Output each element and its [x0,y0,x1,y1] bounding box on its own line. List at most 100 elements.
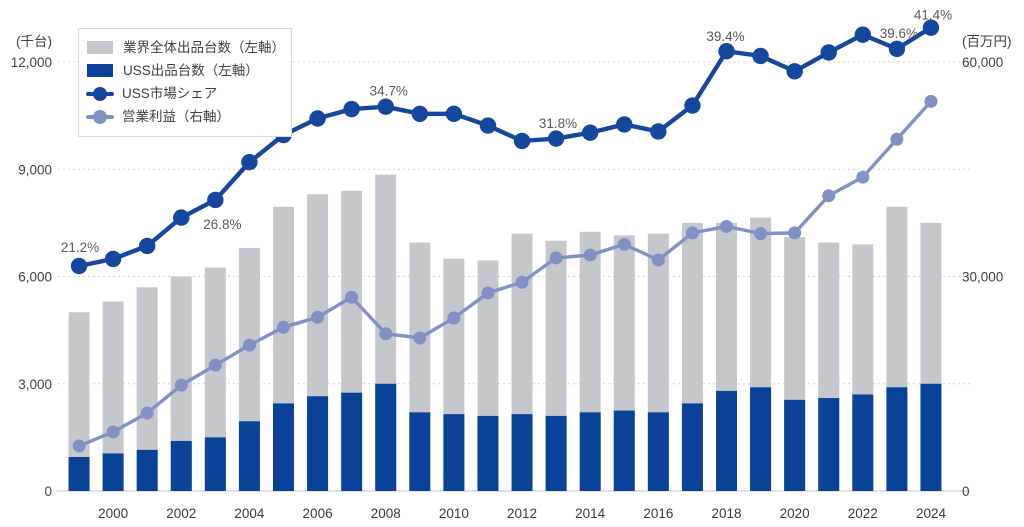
uss-bar [409,412,431,491]
share-marker [650,123,667,140]
x-axis-tick-label: 2016 [643,506,673,521]
share-marker [513,132,531,150]
profit-marker [856,170,870,184]
legend-item-uss-share: USS市場シェア [85,82,281,105]
share-marker [922,19,940,36]
share-marker [70,257,88,275]
profit-marker [447,311,461,325]
x-axis-tick-label: 2024 [916,506,947,521]
profit-marker [651,253,665,267]
profit-marker [685,226,699,240]
legend-label: USS市場シェア [122,85,218,101]
chart-legend: 業界全体出品台数（左軸） USS出品台数（左軸） USS市場シェア 営業利益（右… [78,28,292,137]
share-marker [207,191,224,209]
share-marker [616,116,633,133]
right-axis-tick-label: 60,000 [962,55,1003,70]
x-axis-tick-label: 2006 [303,506,333,521]
profit-marker [277,320,290,334]
x-axis-tick-label: 2014 [575,506,606,521]
uss-bar [170,440,192,491]
uss-bar [579,412,601,491]
uss-bar [750,387,772,491]
share-annotation: 34.7% [370,84,408,99]
uss-bar [238,421,260,491]
uss-bar [647,412,669,491]
profit-marker [174,378,188,392]
x-axis-tick-label: 2004 [234,506,265,521]
uss-bar [818,398,840,491]
right-axis-tick-label: 0 [962,484,970,499]
share-marker [138,237,156,255]
share-annotation: 41.4% [914,8,952,23]
profit-marker [106,425,120,439]
profit-marker [754,227,768,241]
legend-item-industry-total: 業界全体出品台数（左軸） [85,36,285,59]
share-marker [411,105,429,122]
x-axis-tick-label: 2002 [166,506,196,521]
profit-marker [72,439,86,453]
uss-bar [307,396,329,491]
left-axis-tick-label: 9,000 [18,162,52,177]
industry-bar [204,267,226,491]
uss-bar [545,415,567,491]
share-annotation: 39.6% [880,26,918,41]
profit-marker [413,331,427,345]
left-axis-tick-label: 0 [44,484,52,499]
share-marker [854,26,872,43]
share-marker [718,43,735,60]
uss-bar-swatch-icon [87,64,113,77]
profit-line-swatch-icon [86,110,114,124]
x-axis-tick-label: 2018 [711,506,741,521]
uss-bar [102,453,124,491]
uss-bar [784,399,806,491]
legend-label: 業界全体出品台数（左軸） [123,39,285,55]
uss-bar [204,437,226,491]
profit-marker [583,248,597,262]
uss-bar [852,394,874,491]
share-marker [820,44,837,61]
profit-marker [515,275,529,289]
x-axis-tick-label: 2020 [780,506,810,521]
profit-marker [617,237,631,251]
legend-item-operating-profit: 営業利益（右軸） [85,105,281,128]
uss-bar [613,410,635,491]
profit-marker [208,358,222,372]
uss-bar [920,383,942,491]
uss-bar [375,383,397,491]
share-annotation: 26.8% [203,217,241,232]
share-line-swatch-icon [86,87,114,101]
uss-bar [511,414,533,491]
share-annotation: 31.8% [539,116,577,131]
share-marker [547,130,565,147]
share-marker [752,47,769,65]
share-marker [104,250,122,268]
profit-marker [311,310,325,324]
profit-marker [242,338,256,352]
share-marker [786,63,803,80]
legend-label: 営業利益（右軸） [122,108,230,124]
profit-marker [379,327,393,341]
profit-marker [890,132,904,146]
x-axis-tick-label: 2000 [98,506,128,521]
share-marker [479,117,497,134]
share-marker [377,98,394,115]
left-axis-unit-label: (千台) [16,34,52,49]
left-axis-tick-label: 3,000 [18,377,52,392]
profit-marker [720,219,733,233]
uss-bar [681,403,703,491]
uss-bar [273,403,294,491]
industry-bar-swatch-icon [87,41,113,54]
share-marker [241,153,258,171]
share-marker [309,110,326,127]
x-axis-tick-label: 2012 [507,506,537,521]
x-axis-tick-label: 2010 [439,506,469,521]
profit-marker [345,290,359,304]
left-axis-tick-label: 12,000 [11,55,52,70]
profit-marker [822,189,836,203]
industry-bar [102,301,124,491]
share-marker [445,105,463,122]
share-marker [343,100,360,118]
profit-marker [924,94,938,108]
